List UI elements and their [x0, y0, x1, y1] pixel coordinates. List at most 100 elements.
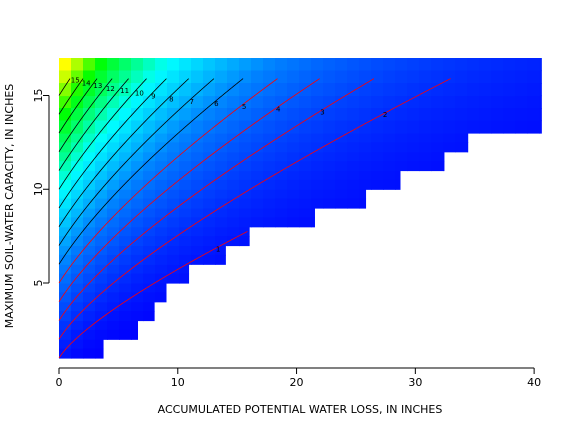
- heatmap-cell: [107, 311, 120, 322]
- heatmap-cell: [191, 245, 204, 256]
- heatmap-cell: [371, 120, 384, 134]
- heatmap-cell: [71, 142, 84, 153]
- heatmap-cell: [119, 301, 132, 312]
- heatmap-cell: [71, 151, 84, 162]
- heatmap-cell: [311, 189, 324, 200]
- heatmap-cell: [407, 58, 420, 72]
- heatmap-cell: [143, 120, 156, 134]
- contour-label: 2: [383, 111, 387, 119]
- heatmap-cell: [275, 161, 288, 172]
- heatmap-cell: [359, 120, 372, 134]
- heatmap-cell: [119, 189, 132, 200]
- heatmap-cell: [191, 208, 204, 218]
- heatmap-cell: [467, 95, 480, 109]
- heatmap-cell: [347, 120, 360, 134]
- heatmap-cell: [467, 133, 469, 143]
- heatmap-cell: [95, 245, 108, 256]
- heatmap-cell: [251, 151, 264, 162]
- heatmap-cell: [179, 142, 192, 153]
- heatmap-cell: [167, 58, 180, 72]
- heatmap-cell: [119, 283, 132, 293]
- heatmap-cell: [455, 120, 468, 134]
- heatmap-cell: [479, 120, 492, 134]
- heatmap-cell: [59, 245, 72, 256]
- heatmap-cell: [347, 95, 360, 109]
- heatmap-cell: [95, 179, 108, 190]
- heatmap-cell: [275, 108, 288, 122]
- heatmap-cell: [275, 95, 288, 109]
- heatmap-cell: [107, 320, 120, 331]
- heatmap-cell: [239, 120, 252, 134]
- heatmap-cell: [95, 70, 108, 84]
- heatmap-cell: [95, 58, 108, 72]
- heatmap-cell: [191, 189, 204, 200]
- heatmap-cell: [251, 83, 264, 97]
- heatmap-cell: [491, 108, 504, 122]
- heatmap-cell: [167, 226, 180, 237]
- heatmap-cell: [323, 70, 336, 84]
- heatmap-cell: [215, 161, 228, 172]
- heatmap-cell: [191, 254, 204, 265]
- heatmap-cell: [407, 83, 420, 97]
- heatmap-cell: [215, 254, 226, 265]
- heatmap-cell: [143, 70, 156, 84]
- heatmap-cell: [359, 58, 372, 72]
- heatmap-cell: [287, 108, 300, 122]
- heatmap-cell: [155, 226, 168, 237]
- heatmap-cell: [131, 120, 144, 134]
- heatmap-cell: [83, 70, 96, 84]
- heatmap-cell: [503, 83, 516, 97]
- heatmap-cell: [443, 133, 456, 143]
- heatmap-cell: [227, 189, 240, 200]
- heatmap-cell: [383, 170, 396, 181]
- heatmap-cell: [71, 170, 84, 181]
- heatmap-cell: [227, 142, 240, 153]
- heatmap-cell: [287, 95, 300, 109]
- heatmap-cell: [263, 58, 276, 72]
- heatmap-cell: [467, 70, 480, 84]
- heatmap-cell: [443, 108, 456, 122]
- heatmap-cell: [443, 95, 456, 109]
- heatmap-cell: [83, 311, 96, 322]
- heatmap-cell: [203, 217, 216, 228]
- heatmap-cell: [119, 273, 132, 284]
- heatmap-cell: [527, 120, 540, 134]
- heatmap-cell: [143, 189, 156, 200]
- heatmap-cell: [131, 189, 144, 200]
- heatmap-cell: [155, 133, 168, 143]
- heatmap-cell: [119, 179, 132, 190]
- heatmap-cell: [515, 58, 528, 72]
- heatmap-cell: [119, 161, 132, 172]
- heatmap-cell: [299, 95, 312, 109]
- heatmap-cell: [59, 301, 72, 312]
- heatmap-cell: [143, 179, 156, 190]
- heatmap-cell: [503, 95, 516, 109]
- heatmap-cell: [347, 108, 360, 122]
- heatmap-cell: [527, 108, 540, 122]
- heatmap-cell: [467, 58, 480, 72]
- heatmap-cell: [191, 83, 204, 97]
- heatmap-cell: [443, 151, 445, 162]
- heatmap-cell: [539, 95, 542, 109]
- heatmap-cell: [347, 198, 360, 209]
- heatmap-cell: [227, 70, 240, 84]
- heatmap-cell: [155, 292, 167, 303]
- heatmap-cell: [275, 170, 288, 181]
- heatmap-cell: [227, 133, 240, 143]
- heatmap-cell: [371, 95, 384, 109]
- heatmap-cell: [59, 264, 72, 275]
- heatmap-cell: [71, 208, 84, 218]
- contour-label: 14: [82, 79, 91, 87]
- heatmap-cell: [143, 58, 156, 72]
- heatmap-cell: [155, 198, 168, 209]
- heatmap-cell: [395, 83, 408, 97]
- heatmap-cell: [179, 161, 192, 172]
- heatmap-cell: [131, 58, 144, 72]
- heatmap-cell: [119, 217, 132, 228]
- heatmap-cell: [71, 108, 84, 122]
- y-axis-title: MAXIMUM SOIL-WATER CAPACITY, IN INCHES: [3, 84, 16, 329]
- heatmap-cell: [371, 142, 384, 153]
- contour-line: [58, 78, 320, 302]
- heatmap-cell: [179, 217, 192, 228]
- heatmap-cell: [251, 161, 264, 172]
